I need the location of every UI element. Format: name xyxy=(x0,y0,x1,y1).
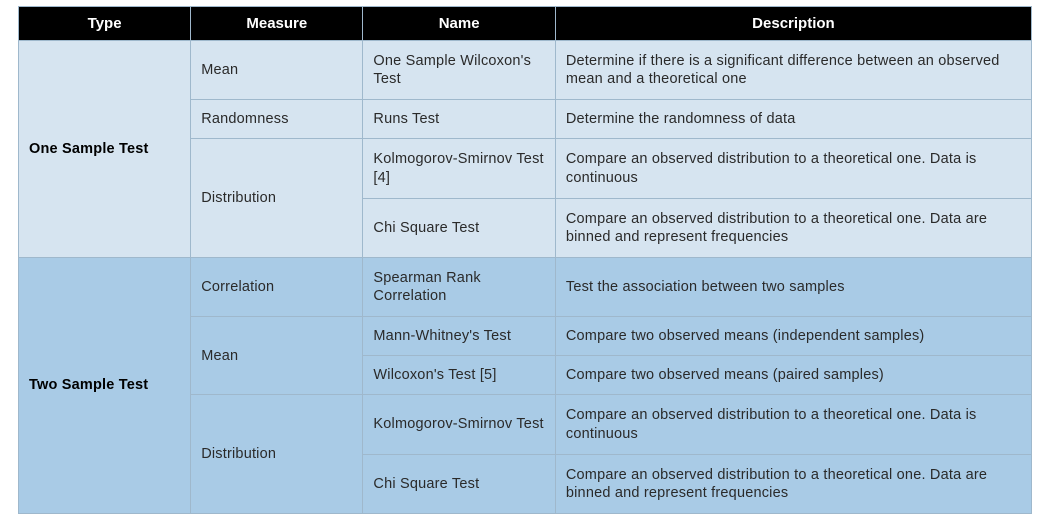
col-header-description: Description xyxy=(555,7,1031,41)
col-header-measure: Measure xyxy=(191,7,363,41)
page-wrap: Type Measure Name Description One Sample… xyxy=(0,0,1050,520)
description-cell: Compare an observed distribution to a th… xyxy=(555,198,1031,257)
stats-tests-table: Type Measure Name Description One Sample… xyxy=(18,6,1032,514)
measure-cell: Mean xyxy=(191,41,363,100)
name-cell: Kolmogorov-Smirnov Test xyxy=(363,395,555,454)
col-header-name: Name xyxy=(363,7,555,41)
name-cell: One Sample Wilcoxon's Test xyxy=(363,41,555,100)
description-cell: Determine the randomness of data xyxy=(555,100,1031,139)
description-cell: Determine if there is a significant diff… xyxy=(555,41,1031,100)
name-cell: Spearman Rank Correlation xyxy=(363,257,555,316)
type-cell: One Sample Test xyxy=(19,41,191,258)
description-cell: Compare an observed distribution to a th… xyxy=(555,139,1031,198)
measure-cell: Correlation xyxy=(191,257,363,316)
name-cell: Runs Test xyxy=(363,100,555,139)
table-row: One Sample Test Mean One Sample Wilcoxon… xyxy=(19,41,1032,100)
measure-cell: Randomness xyxy=(191,100,363,139)
table-row: Two Sample Test Correlation Spearman Ran… xyxy=(19,257,1032,316)
description-cell: Test the association between two samples xyxy=(555,257,1031,316)
measure-cell: Mean xyxy=(191,317,363,395)
description-cell: Compare two observed means (independent … xyxy=(555,317,1031,356)
description-cell: Compare an observed distribution to a th… xyxy=(555,395,1031,454)
measure-cell: Distribution xyxy=(191,139,363,258)
measure-cell: Distribution xyxy=(191,395,363,514)
description-cell: Compare an observed distribution to a th… xyxy=(555,454,1031,513)
table-header-row: Type Measure Name Description xyxy=(19,7,1032,41)
name-cell: Chi Square Test xyxy=(363,454,555,513)
col-header-type: Type xyxy=(19,7,191,41)
name-cell: Kolmogorov-Smirnov Test [4] xyxy=(363,139,555,198)
name-cell: Wilcoxon's Test [5] xyxy=(363,356,555,395)
name-cell: Chi Square Test xyxy=(363,198,555,257)
name-cell: Mann-Whitney's Test xyxy=(363,317,555,356)
type-cell: Two Sample Test xyxy=(19,257,191,513)
description-cell: Compare two observed means (paired sampl… xyxy=(555,356,1031,395)
